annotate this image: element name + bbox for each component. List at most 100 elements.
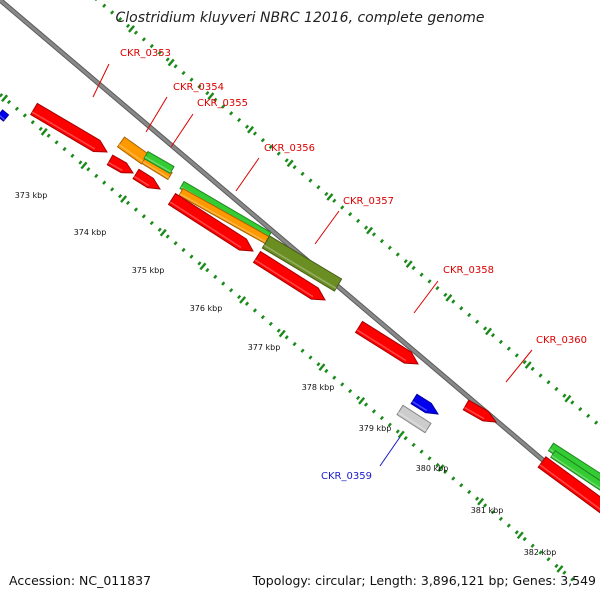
kbp-label: 376 kbp [190,304,223,313]
tick-mark [443,292,448,298]
accession-text: Accession: NC_011837 [9,573,152,588]
gene-ckr-0355 [143,150,175,175]
gene-label-ckr-0355: CKR_0355 [197,98,248,109]
gene-blue-body [410,393,439,415]
tick-mark [292,341,297,347]
tick-mark [459,483,464,488]
gene-red-lower-4-body [252,250,326,301]
tick-mark [411,265,416,271]
tick-mark [554,386,559,392]
tick-mark [530,543,535,548]
gene-red-lower-4 [252,250,326,301]
gene-ckr-0355-body [143,150,175,175]
tick-mark [387,245,392,250]
tick-mark [6,99,12,105]
tick-mark [221,104,226,109]
major-tick-mark [564,394,572,403]
tick-mark [22,113,27,118]
tick-mark [427,279,432,284]
tick-mark [117,193,123,199]
tick-mark [562,393,567,398]
tick-mark [276,328,281,333]
kbp-label: 373 kbp [15,191,48,200]
gene-ckr-0353-body [30,102,108,153]
tick-mark [467,489,472,495]
leader-line-ckr-0359 [379,436,401,467]
tick-mark [141,37,146,42]
tick-mark [141,214,146,219]
tick-mark [467,312,472,318]
tick-mark [157,50,162,55]
tick-mark [30,120,35,125]
kbp-label: 381 kbp [471,506,504,515]
tick-mark [578,407,583,412]
tick-mark [165,234,170,239]
tick-mark [94,173,99,179]
leader-line-ckr-0357 [314,210,340,245]
tick-mark [244,301,250,306]
major-tick-mark [556,565,564,573]
tick-mark [443,469,448,474]
tick-mark [395,429,400,434]
major-tick-mark [120,195,128,203]
tick-mark [189,254,194,259]
tick-mark [316,185,321,190]
tick-mark [490,509,496,515]
tick-row-forward [94,0,599,425]
gene-ckr-0358-body [354,320,419,365]
gene-label-ckr-0357: CKR_0357 [343,196,394,207]
tick-mark [173,241,178,246]
tick-mark [0,93,4,98]
tick-mark [332,375,337,380]
tick-mark [379,238,384,244]
tick-mark [514,530,519,535]
tick-mark [498,339,503,345]
major-tick-mark [278,329,286,338]
major-tick-mark [485,327,493,336]
tick-mark [237,117,242,123]
leader-line-ckr-0356 [235,157,260,192]
tick-mark [451,476,456,481]
tick-mark [475,496,480,501]
tick-mark [125,23,131,29]
gene-red-lower-2-highlight [133,175,150,187]
gene-label-ckr-0356: CKR_0356 [264,143,315,154]
tick-mark [530,366,535,371]
tick-mark [149,220,154,226]
gene-label-ckr-0353: CKR_0353 [120,48,171,59]
gene-red-lower-5-highlight [539,464,600,511]
tick-mark [324,191,329,197]
tick-mark [562,570,567,575]
tick-mark [538,373,543,378]
gene-ckr-0353-highlight [31,111,96,150]
tick-mark [514,353,519,358]
kbp-label: 378 kbp [302,383,335,392]
tick-mark [332,198,337,203]
major-tick-mark [318,363,326,372]
major-tick-mark [358,396,366,405]
gene-label-ckr-0360: CKR_0360 [536,335,587,346]
gene-red-lower-4-highlight [254,259,314,298]
tick-mark [268,144,273,150]
major-tick-mark [286,159,294,168]
gene-ckr-0358-highlight [356,329,407,362]
tick-mark [205,267,210,273]
leader-line-ckr-0355 [170,113,194,148]
tick-mark [570,577,575,582]
tick-mark [78,160,83,165]
tick-mark [363,402,369,407]
tick-mark [546,380,551,385]
tick-mark [165,57,170,62]
major-tick-mark [128,25,136,33]
tick-mark [149,43,154,49]
gene-ckr-0355-highlight [144,156,172,173]
gene-ckr-0359 [396,404,432,434]
tick-mark [427,456,432,461]
tick-mark [110,10,115,15]
major-tick-mark [477,497,485,506]
kbp-label: 382 kbp [524,548,557,557]
tick-mark [117,17,123,22]
tick-mark [244,124,250,129]
kbp-label: 380 kbp [416,464,449,473]
gene-ckr-0357 [261,235,343,292]
